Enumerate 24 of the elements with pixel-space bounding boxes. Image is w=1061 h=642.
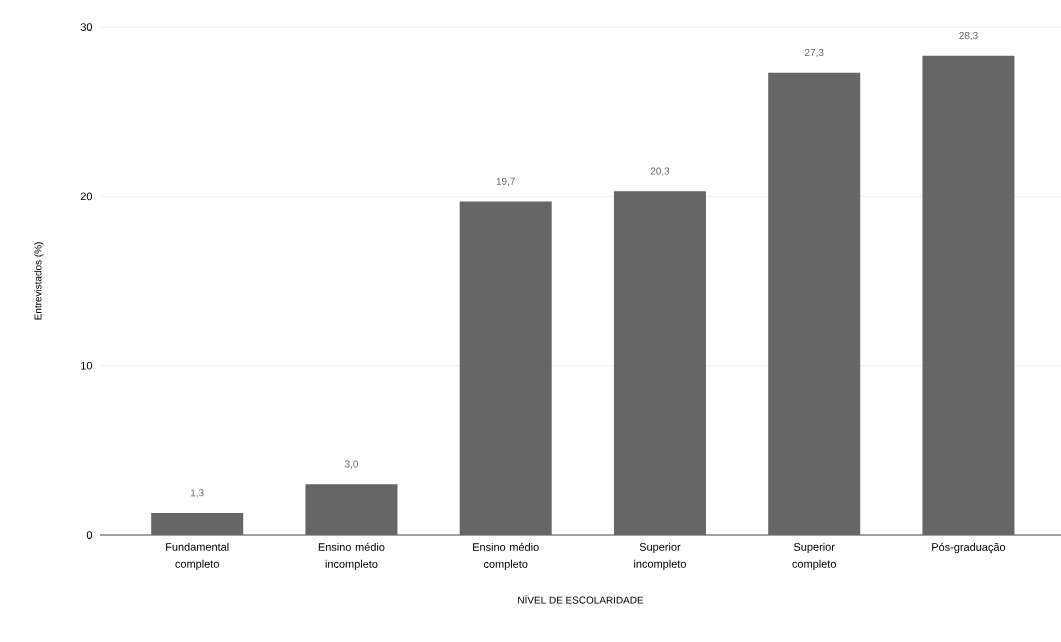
data-label: 3,0 bbox=[344, 460, 358, 469]
data-label: 27,3 bbox=[805, 49, 824, 58]
bar bbox=[459, 201, 552, 535]
x-tick-label: Fundamental completo bbox=[166, 542, 229, 570]
y-tick-label: 20 bbox=[80, 192, 93, 201]
bar bbox=[922, 55, 1015, 535]
x-tick-label: Superior completo bbox=[792, 542, 836, 570]
data-label: 1,3 bbox=[191, 489, 204, 498]
data-label: 28,3 bbox=[959, 32, 978, 41]
x-tick-label: Superior incompleto bbox=[634, 542, 686, 570]
x-tick-label: Pós-graduação bbox=[932, 542, 1006, 554]
x-tick-label: Ensino médio incompleto bbox=[318, 542, 385, 571]
y-tick-label: 10 bbox=[81, 361, 93, 370]
bar bbox=[305, 484, 398, 535]
y-axis-title: Entrevistados (%) bbox=[34, 242, 44, 320]
x-tick-label: Ensino médio completo bbox=[473, 542, 539, 571]
bar bbox=[613, 191, 706, 535]
data-label: 19,7 bbox=[496, 177, 515, 186]
y-tick-label: 0 bbox=[86, 531, 93, 539]
data-label: 20,3 bbox=[650, 167, 670, 176]
bar bbox=[768, 72, 861, 535]
y-tick-label: 30 bbox=[80, 23, 93, 31]
bar bbox=[151, 512, 244, 535]
x-axis-title: NÍVEL DE ESCOLARIDADE bbox=[518, 594, 644, 604]
